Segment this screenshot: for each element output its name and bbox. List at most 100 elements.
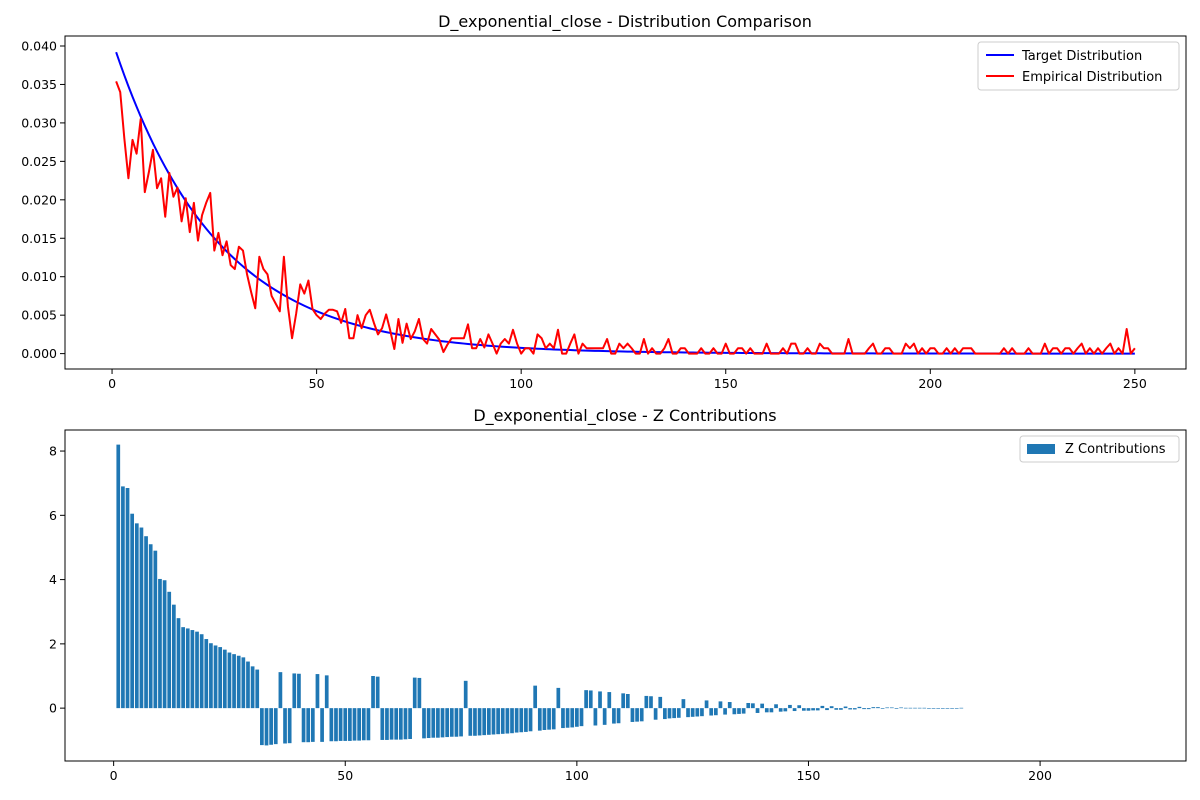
z-contribution-bar	[121, 486, 125, 709]
z-contribution-bar	[213, 645, 218, 709]
z-contribution-bar	[880, 708, 885, 709]
z-contribution-bar	[931, 708, 936, 709]
z-contribution-bar	[584, 690, 588, 709]
z-contribution-bar	[491, 708, 496, 735]
z-contribution-bar	[913, 707, 917, 709]
z-contribution-bar	[672, 708, 676, 719]
top-chart-title: D_exponential_close - Distribution Compa…	[438, 12, 812, 32]
z-contribution-bar	[264, 708, 269, 746]
z-contribution-bar	[774, 704, 778, 709]
top-ytick-label: 0.035	[21, 77, 57, 92]
z-contribution-bar	[190, 630, 195, 709]
z-contribution-bar	[329, 708, 334, 742]
distribution-comparison-chart: D_exponential_close - Distribution Compa…	[21, 12, 1187, 391]
z-contribution-bar	[940, 708, 945, 709]
z-contribution-bar	[487, 708, 491, 735]
z-contribution-bar	[371, 676, 375, 709]
z-contribution-bar	[278, 672, 283, 709]
z-contribution-bar	[440, 708, 445, 738]
z-contribution-bar	[653, 708, 658, 720]
bottom-chart-title: D_exponential_close - Z Contributions	[473, 406, 776, 426]
z-contribution-bar	[209, 643, 213, 709]
top-ytick-label: 0.020	[21, 192, 57, 207]
z-contribution-bar	[848, 708, 853, 710]
z-contribution-bar	[737, 708, 741, 714]
z-contribution-bar	[788, 704, 792, 709]
z-contribution-bar	[741, 708, 746, 714]
z-contribution-bar	[885, 707, 890, 709]
top-xtick-label: 200	[918, 376, 942, 391]
z-contribution-bar	[408, 708, 412, 739]
z-contribution-bar	[162, 580, 167, 709]
z-contribution-bar	[894, 708, 899, 709]
z-contribution-bar	[843, 706, 848, 709]
legend-label-target: Target Distribution	[1021, 49, 1142, 64]
z-contribution-bar	[834, 708, 839, 710]
z-contribution-bar	[366, 708, 371, 741]
z-contribution-bar	[172, 604, 176, 709]
z-contribution-bar	[811, 708, 815, 711]
z-contribution-bar	[510, 708, 514, 734]
bottom-xtick-label: 100	[565, 768, 589, 783]
z-contribution-bar	[769, 708, 774, 713]
empirical-distribution-line	[115, 81, 1136, 355]
z-contribution-bar	[218, 647, 223, 709]
target-distribution-line	[115, 51, 1135, 355]
z-contribution-bar	[607, 692, 612, 709]
z-contribution-bar	[524, 708, 528, 732]
z-contribution-bar	[616, 708, 621, 724]
z-contribution-bar	[301, 708, 306, 743]
bottom-plot-frame	[64, 429, 1187, 762]
z-contribution-bar	[426, 708, 431, 739]
legend-label-empirical: Empirical Distribution	[1022, 70, 1162, 85]
z-contributions-chart: D_exponential_close - Z Contributions 0 5…	[49, 406, 1187, 783]
z-contribution-bar	[250, 666, 255, 709]
z-contribution-bar	[663, 708, 667, 720]
top-ytick-label: 0.010	[21, 269, 57, 284]
z-contribution-bar	[681, 699, 686, 709]
z-contribution-bar	[287, 708, 292, 744]
z-contribution-bar	[700, 708, 704, 717]
z-contribution-bar	[320, 708, 324, 742]
z-contribution-bar	[533, 685, 538, 709]
z-contribution-bar	[954, 708, 959, 709]
z-contribution-bar	[445, 708, 450, 738]
z-contribution-bar	[723, 708, 727, 715]
z-contribution-bar	[153, 550, 158, 709]
z-contribution-bar	[612, 708, 616, 724]
z-contribution-bar	[542, 708, 547, 730]
z-contribution-bar	[871, 707, 876, 709]
z-contribution-bar	[588, 690, 593, 709]
z-contribution-bar	[116, 444, 121, 709]
z-contribution-bar	[255, 669, 260, 709]
z-contribution-bar	[635, 708, 639, 722]
top-xtick-label: 250	[1123, 376, 1147, 391]
bottom-ytick-label: 0	[49, 701, 57, 716]
z-contribution-bar	[334, 708, 338, 742]
z-contribution-bar	[514, 708, 519, 733]
top-xtick-label: 150	[714, 376, 738, 391]
z-contribution-bar	[139, 527, 144, 709]
z-contribution-bar	[598, 691, 602, 709]
z-contribution-bar	[621, 693, 626, 709]
z-contribution-bar	[876, 707, 880, 709]
z-contribution-bar	[352, 708, 357, 741]
z-contribution-bar	[709, 708, 714, 716]
z-contribution-bar	[690, 708, 695, 717]
z-contribution-bar	[764, 708, 769, 713]
z-contribution-bar	[468, 708, 473, 736]
z-contribution-bar	[528, 708, 533, 732]
z-contribution-bar	[556, 687, 561, 709]
z-contribution-bar	[394, 708, 399, 740]
z-contribution-bar	[422, 708, 426, 739]
z-contribution-bar	[412, 677, 417, 709]
z-contribution-bar	[246, 661, 250, 709]
z-contribution-bar	[751, 703, 755, 709]
z-contribution-bar	[922, 707, 927, 709]
z-contribution-bar	[561, 708, 565, 729]
z-contribution-bar	[783, 708, 788, 712]
z-contribution-bar	[477, 708, 482, 736]
z-contribution-bar	[204, 639, 209, 709]
z-contribution-bar	[357, 708, 361, 741]
z-contribution-bar	[232, 654, 236, 709]
